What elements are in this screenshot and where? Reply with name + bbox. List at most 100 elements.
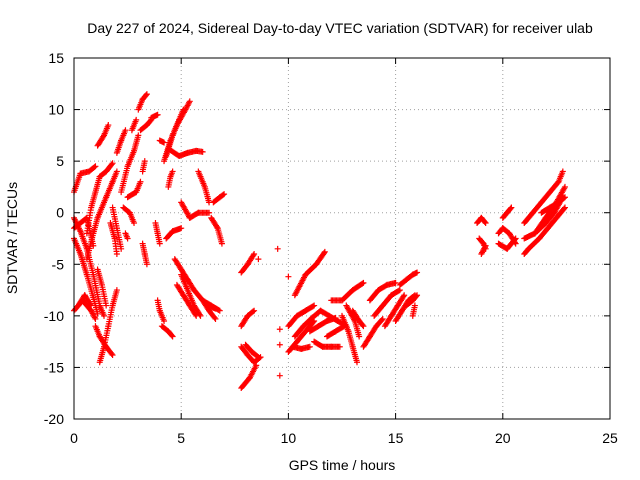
plot-frame <box>73 57 611 420</box>
data-point <box>196 311 203 318</box>
data-point <box>180 106 187 113</box>
x-tick-label: 0 <box>70 430 78 446</box>
data-point <box>122 127 129 134</box>
y-tick-label: -15 <box>44 359 64 375</box>
data-point <box>91 164 98 171</box>
data-point <box>135 132 142 139</box>
data-point <box>92 163 99 170</box>
y-tick-label: 15 <box>48 50 64 66</box>
data-point <box>220 191 227 198</box>
data-point <box>276 372 283 379</box>
data-point <box>360 323 367 330</box>
data-point <box>105 122 112 129</box>
data-point <box>255 256 262 263</box>
y-tick-label: 5 <box>56 153 64 169</box>
y-tick-label: -10 <box>44 308 64 324</box>
data-point <box>254 353 261 360</box>
data-point <box>250 308 257 315</box>
x-tick-label: 25 <box>602 430 618 446</box>
data-point <box>310 303 317 310</box>
x-tick-label: 20 <box>495 430 511 446</box>
data-point <box>154 111 161 118</box>
y-tick-label: -20 <box>44 411 64 427</box>
data-point <box>356 333 363 340</box>
data-point <box>109 160 116 167</box>
data-point <box>525 245 532 252</box>
data-point <box>395 287 402 294</box>
data-point <box>561 183 568 190</box>
data-point <box>88 302 95 309</box>
data-point <box>108 350 115 357</box>
data-point <box>359 280 366 287</box>
y-tick-label: -5 <box>52 256 65 272</box>
data-point <box>413 293 420 300</box>
data-point <box>169 333 176 340</box>
data-point <box>143 261 150 268</box>
data-point <box>253 362 260 369</box>
data-point <box>379 315 386 322</box>
data-point <box>212 315 219 322</box>
data-point <box>108 161 115 168</box>
data-point <box>197 312 204 319</box>
data-point <box>559 168 566 175</box>
data-point <box>561 194 568 201</box>
data-point <box>359 322 366 329</box>
data-point <box>392 279 399 286</box>
data-point <box>396 287 403 294</box>
data-point <box>133 116 140 123</box>
data-point <box>400 293 407 300</box>
y-tick-label: 10 <box>48 102 64 118</box>
data-point <box>255 354 262 361</box>
data-point <box>94 310 101 317</box>
data-point <box>199 148 206 155</box>
data-point <box>251 307 258 314</box>
x-axis-label: GPS time / hours <box>289 457 396 473</box>
data-point <box>113 250 120 257</box>
data-point <box>276 326 283 333</box>
data-point <box>109 352 116 359</box>
data-point <box>354 359 361 366</box>
data-point <box>91 314 98 321</box>
data-point <box>482 220 489 227</box>
data-point <box>113 287 120 294</box>
data-point <box>101 312 108 319</box>
data-point <box>100 133 107 140</box>
data-point <box>411 302 418 309</box>
x-tick-label: 5 <box>177 430 185 446</box>
data-point <box>401 292 408 299</box>
data-point <box>378 316 385 323</box>
data-point <box>285 273 292 280</box>
data-point <box>131 220 138 227</box>
data-point <box>560 195 567 202</box>
data-point <box>414 292 421 299</box>
data-point <box>186 98 193 105</box>
data-point <box>250 252 257 259</box>
data-point <box>306 343 313 350</box>
data-point <box>161 139 168 146</box>
data-point <box>320 250 327 257</box>
data-point <box>113 168 120 175</box>
data-point <box>336 343 343 350</box>
data-point <box>178 225 185 232</box>
data-point <box>143 91 150 98</box>
y-axis-label: SDTVAR / TECUs <box>4 182 20 294</box>
data-point <box>481 244 488 251</box>
data-point <box>87 301 94 308</box>
data-point <box>360 279 367 286</box>
data-point <box>561 204 568 211</box>
data-point <box>103 302 110 309</box>
data-point <box>512 235 519 242</box>
data-point <box>118 245 125 252</box>
data-point <box>161 318 168 325</box>
data-point <box>92 315 99 322</box>
data-point <box>311 302 318 309</box>
data-point <box>168 332 175 339</box>
data-point <box>482 242 489 249</box>
data-point <box>414 269 421 276</box>
data-point <box>561 205 568 212</box>
data-point <box>481 218 488 225</box>
data-point <box>321 248 328 255</box>
x-tick-label: 10 <box>281 430 297 446</box>
chart-title: Day 227 of 2024, Sidereal Day-to-day VTE… <box>87 20 593 36</box>
data-points <box>71 91 568 392</box>
